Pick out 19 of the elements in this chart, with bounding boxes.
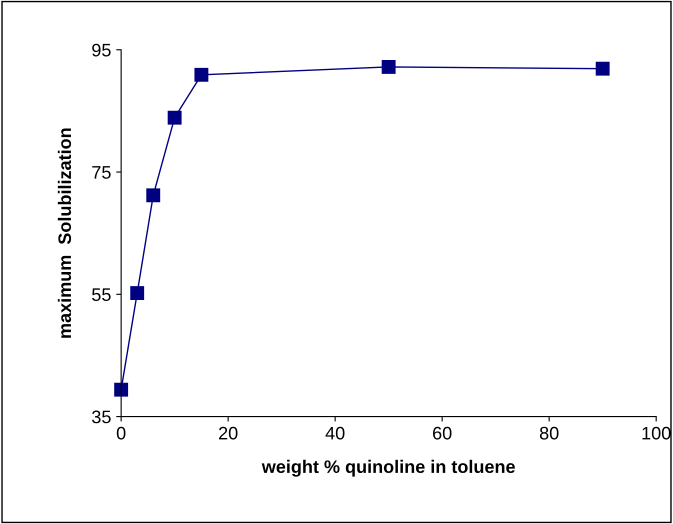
point xyxy=(168,110,182,125)
x-tick-label: 20 xyxy=(219,426,238,440)
point xyxy=(114,382,128,397)
y-tick-label: 55 xyxy=(92,288,111,302)
y-tick-label: 95 xyxy=(92,44,111,56)
point xyxy=(194,68,208,82)
x-tick-label: 40 xyxy=(326,426,344,440)
point xyxy=(130,286,144,300)
point xyxy=(596,62,610,76)
x-tick-label: 0 xyxy=(116,426,126,440)
y-tick-label: 75 xyxy=(92,166,111,179)
point xyxy=(382,60,396,74)
y-tick-label: 35 xyxy=(92,410,111,424)
x-tick-label: 100 xyxy=(642,426,671,440)
y-axis-title: maximum Solubilization xyxy=(58,128,72,338)
x-tick-label: 60 xyxy=(433,426,452,440)
point xyxy=(146,188,160,202)
x-axis-title: weight % quinoline in toluene xyxy=(262,460,515,477)
x-tick-label: 80 xyxy=(540,426,559,440)
